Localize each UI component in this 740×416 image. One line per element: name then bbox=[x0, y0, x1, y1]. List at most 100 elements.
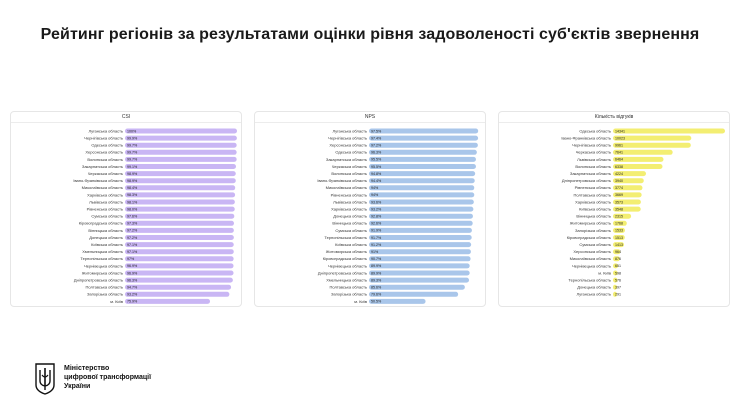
category-label: Волинська область bbox=[87, 157, 123, 162]
category-label: Тернопільська область bbox=[80, 256, 123, 261]
category-label: Львівська область bbox=[577, 157, 611, 162]
ministry-name: Міністерство цифрової трансформації Укра… bbox=[64, 364, 224, 391]
page-title: Рейтинг регіонів за результатами оцінки … bbox=[40, 26, 700, 43]
data-label: 98.9% bbox=[127, 179, 138, 183]
data-label: 97.6% bbox=[127, 215, 138, 219]
category-label: Житомирська область bbox=[326, 249, 367, 254]
data-label: 4224 bbox=[615, 172, 623, 176]
category-label: Миколаївська область bbox=[326, 185, 367, 190]
bar bbox=[613, 263, 619, 269]
data-label: 1513 bbox=[615, 236, 623, 240]
category-label: Хмельницька область bbox=[326, 278, 367, 283]
category-label: Донецька область bbox=[333, 214, 367, 219]
bar bbox=[369, 142, 478, 148]
category-label: Чернівецька область bbox=[572, 263, 611, 268]
bar bbox=[369, 185, 475, 191]
bar bbox=[125, 199, 235, 205]
data-label: 95.5% bbox=[371, 158, 382, 162]
data-label: 397 bbox=[615, 286, 621, 290]
bar bbox=[613, 249, 621, 255]
bar bbox=[125, 128, 237, 134]
data-label: 98.0% bbox=[127, 207, 138, 211]
data-label: 3548 bbox=[615, 207, 623, 211]
category-label: Херсонська область bbox=[573, 249, 611, 254]
category-label: Дніпропетровська область bbox=[562, 178, 611, 183]
category-label: Кіровоградська область bbox=[567, 235, 611, 240]
data-label: 1533 bbox=[615, 229, 623, 233]
data-label: 97.4% bbox=[371, 136, 382, 140]
bar bbox=[125, 249, 234, 255]
category-label: Івано-Франківська область bbox=[317, 178, 367, 183]
data-label: 99.1% bbox=[127, 165, 138, 169]
bar bbox=[613, 291, 617, 297]
data-label: 7641 bbox=[615, 151, 623, 155]
data-label: 91.2% bbox=[371, 243, 382, 247]
bar bbox=[369, 206, 474, 212]
data-label: 97.1% bbox=[127, 243, 138, 247]
data-label: 97.2% bbox=[371, 144, 382, 148]
reviews-bar-chart: Одеська область 14341 Івано-Франківська об… bbox=[561, 128, 725, 297]
bar bbox=[369, 220, 473, 226]
category-label: Вінницька область bbox=[576, 214, 611, 219]
data-label: 3940 bbox=[615, 179, 623, 183]
bar bbox=[613, 185, 643, 191]
data-label: 96.3% bbox=[127, 278, 138, 282]
bar bbox=[613, 277, 618, 283]
data-label: 291 bbox=[615, 293, 621, 297]
category-label: Луганська область bbox=[576, 292, 611, 297]
bar bbox=[369, 298, 426, 304]
bar bbox=[369, 192, 475, 198]
category-label: Хмельницька область bbox=[82, 249, 123, 254]
ministry-name-line: України bbox=[64, 383, 91, 390]
category-label: Миколаївська область bbox=[570, 256, 611, 261]
data-label: 94% bbox=[371, 186, 379, 190]
data-label: 95.5% bbox=[371, 165, 382, 169]
category-label: Сумська область bbox=[579, 242, 611, 247]
data-label: 97% bbox=[127, 257, 135, 261]
category-label: Чернігівська область bbox=[572, 143, 611, 148]
category-label: Черкаська область bbox=[576, 150, 611, 155]
bar bbox=[369, 235, 472, 240]
category-label: Полтавська область bbox=[85, 285, 123, 290]
bar bbox=[613, 135, 692, 141]
category-label: Київська область bbox=[91, 242, 123, 247]
category-label: Чернівецька область bbox=[84, 263, 123, 268]
category-label: Дніпропетровська область bbox=[74, 278, 123, 283]
data-label: 964 bbox=[615, 250, 621, 254]
category-label: Вінницька область bbox=[88, 228, 123, 233]
data-label: 6464 bbox=[615, 158, 623, 162]
category-label: Івано-Франківська область bbox=[73, 178, 123, 183]
data-label: 3573 bbox=[615, 200, 623, 204]
bar bbox=[125, 270, 234, 276]
category-label: Житомирська область bbox=[570, 221, 611, 226]
bar bbox=[613, 171, 646, 177]
data-label: 14341 bbox=[615, 129, 625, 133]
category-label: Черкаська область bbox=[88, 171, 123, 176]
ministry-name-line: цифрової трансформації bbox=[64, 374, 152, 381]
data-label: 1413 bbox=[615, 243, 623, 247]
data-label: 96.9% bbox=[127, 264, 138, 268]
data-label: 99.7% bbox=[127, 158, 138, 162]
bar bbox=[613, 192, 642, 198]
csi-chart-panel: CSI Луганська область 100% Чернігівська об… bbox=[10, 111, 242, 307]
data-label: 91.9% bbox=[371, 229, 382, 233]
category-label: Закарпатська область bbox=[326, 157, 367, 162]
bar bbox=[125, 142, 237, 148]
csi-bar-chart: Луганська область 100% Чернігівська област… bbox=[73, 128, 237, 304]
data-label: 92.6% bbox=[371, 222, 382, 226]
nps-chart-panel: NPS Луганська область 97.5% Чернігівська о… bbox=[254, 111, 486, 307]
category-label: Черкаська область bbox=[332, 164, 367, 169]
bar bbox=[369, 284, 465, 290]
category-label: Харківська область bbox=[331, 207, 367, 212]
category-label: Харківська область bbox=[575, 199, 611, 204]
data-label: 91.7% bbox=[371, 236, 382, 240]
data-label: 97.2% bbox=[127, 229, 138, 233]
category-label: Луганська область bbox=[88, 128, 123, 133]
category-label: Київська область bbox=[579, 207, 611, 212]
category-label: Дніпропетровська область bbox=[318, 270, 367, 275]
divider bbox=[499, 122, 729, 123]
data-label: 97.3% bbox=[127, 222, 138, 226]
chart-title: Кількість відгуків bbox=[594, 114, 634, 120]
bar bbox=[613, 213, 632, 219]
category-label: м. Київ bbox=[110, 299, 123, 304]
